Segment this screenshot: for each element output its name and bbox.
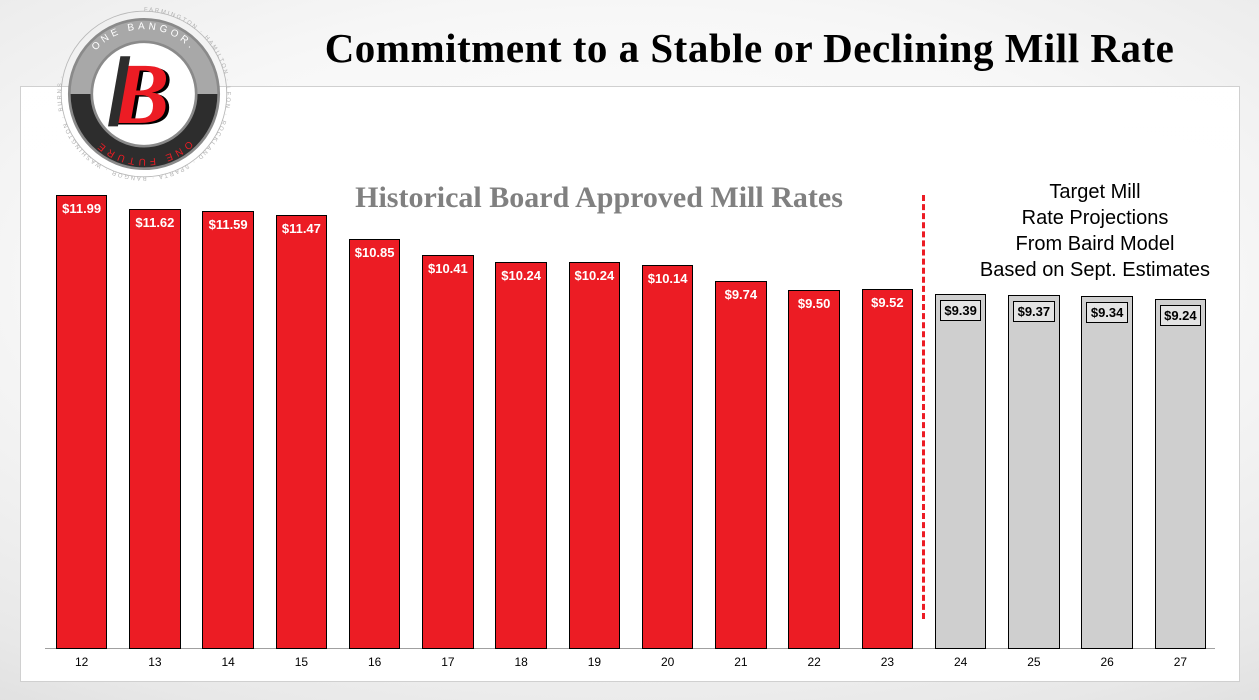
bar-value-label: $10.24: [570, 268, 619, 283]
historical-bar: $11.47: [276, 215, 327, 649]
bar-x-label: 22: [788, 655, 839, 669]
bar-slot: $9.3725: [1008, 195, 1059, 649]
historical-bar: $9.50: [788, 290, 839, 649]
historical-bar: $11.62: [129, 209, 180, 649]
page-title: Commitment to a Stable or Declining Mill…: [260, 24, 1239, 72]
bar-x-label: 27: [1155, 655, 1206, 669]
bar-x-label: 26: [1081, 655, 1132, 669]
bar-x-label: 20: [642, 655, 693, 669]
historical-bar: $10.24: [495, 262, 546, 649]
bar-x-label: 25: [1008, 655, 1059, 669]
bar-x-label: 16: [349, 655, 400, 669]
logo: ONE BANGOR. ONE FUTURE FARMINGTON · HAMI…: [54, 4, 234, 184]
bar-value-label: $11.99: [57, 201, 106, 216]
bar-x-label: 13: [129, 655, 180, 669]
bar-value-label: $9.37: [1013, 301, 1054, 322]
historical-bar: $10.85: [349, 239, 400, 649]
bar-slot: $9.5022: [788, 195, 839, 649]
bar-slot: $11.6213: [129, 195, 180, 649]
historical-bar: $10.24: [569, 262, 620, 649]
plot-area: $11.9912 $11.6213 $11.5914 $11.4715 $10.8516…: [45, 195, 1215, 649]
bar-slot: $9.7421: [715, 195, 766, 649]
bar-slot: $10.4117: [422, 195, 473, 649]
bar-value-label: $10.24: [496, 268, 545, 283]
projection-bar: $9.24: [1155, 299, 1206, 649]
historical-bar: $10.14: [642, 265, 693, 649]
bar-value-label: $10.85: [350, 245, 399, 260]
projection-bar: $9.34: [1081, 296, 1132, 649]
bar-value-label: $9.52: [863, 295, 912, 310]
bar-slot: $10.2419: [569, 195, 620, 649]
bar-value-label: $9.39: [940, 300, 981, 321]
historical-bar: $10.41: [422, 255, 473, 649]
bar-slot: $9.2427: [1155, 195, 1206, 649]
bar-x-label: 15: [276, 655, 327, 669]
bar-value-label: $11.59: [203, 217, 252, 232]
bar-value-label: $9.34: [1086, 302, 1127, 323]
bar-x-label: 17: [422, 655, 473, 669]
bar-slot: $11.9912: [56, 195, 107, 649]
bar-value-label: $10.41: [423, 261, 472, 276]
bar-value-label: $11.62: [130, 215, 179, 230]
bar-slot: $10.1420: [642, 195, 693, 649]
bar-x-label: 19: [569, 655, 620, 669]
bar-value-label: $9.24: [1160, 305, 1201, 326]
bar-x-label: 24: [935, 655, 986, 669]
bar-value-label: $9.50: [789, 296, 838, 311]
bar-x-label: 23: [862, 655, 913, 669]
historical-bar: $9.52: [862, 289, 913, 649]
historical-bar: $9.74: [715, 281, 766, 649]
projection-bar: $9.39: [935, 294, 986, 649]
bar-value-label: $11.47: [277, 221, 326, 236]
bar-slot: $11.4715: [276, 195, 327, 649]
projection-bar: $9.37: [1008, 295, 1059, 649]
historical-bar: $11.99: [56, 195, 107, 649]
bar-slot: $10.8516: [349, 195, 400, 649]
bar-x-label: 18: [495, 655, 546, 669]
bar-slot: $9.5223: [862, 195, 913, 649]
bar-x-label: 12: [56, 655, 107, 669]
bar-value-label: $10.14: [643, 271, 692, 286]
bar-slot: $9.3426: [1081, 195, 1132, 649]
bar-value-label: $9.74: [716, 287, 765, 302]
bar-slot: $10.2418: [495, 195, 546, 649]
historical-projection-divider: [922, 195, 925, 619]
bar-slot: $11.5914: [202, 195, 253, 649]
historical-bar: $11.59: [202, 211, 253, 649]
bar-slot: $9.3924: [935, 195, 986, 649]
bar-x-label: 14: [202, 655, 253, 669]
bar-x-label: 21: [715, 655, 766, 669]
